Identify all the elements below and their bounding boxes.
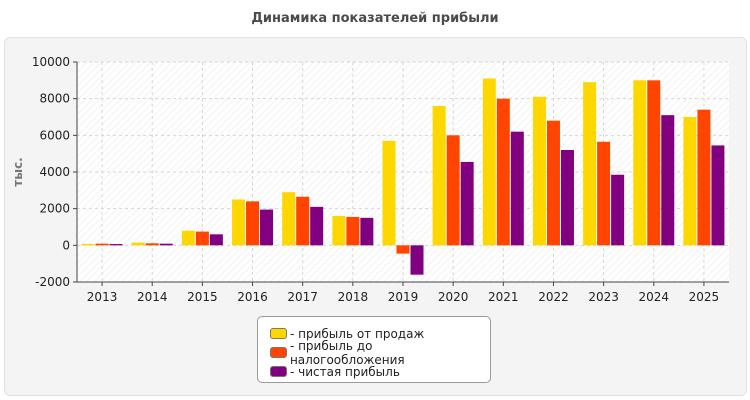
chart-legend: - прибыль от продаж - прибыль до налогоо…	[257, 316, 491, 383]
bar-2-2013	[95, 243, 109, 246]
bar-3-2020	[460, 161, 474, 246]
legend-item-pretax-profit: - прибыль до налогообложения	[270, 339, 490, 367]
bar-3-2022	[560, 150, 574, 246]
x-tick-label: 2017	[287, 290, 318, 304]
bar-1-2022	[532, 96, 546, 246]
bar-2-2021	[496, 98, 510, 246]
bar-2-2018	[346, 216, 360, 246]
bar-2-2014	[145, 243, 159, 246]
y-tick-label: 0	[62, 238, 70, 252]
y-tick-label: -2000	[35, 275, 70, 289]
legend-label-pretax-profit: - прибыль до налогообложения	[289, 338, 405, 367]
x-tick-label: 2014	[137, 290, 168, 304]
bar-1-2016	[232, 199, 246, 246]
bar-2-2024	[647, 80, 661, 246]
x-tick-label: 2016	[237, 290, 268, 304]
bar-1-2021	[482, 78, 496, 246]
y-tick-label: 6000	[39, 128, 70, 142]
legend-swatch-net-profit	[270, 366, 287, 377]
bar-1-2015	[181, 230, 195, 246]
x-tick-label: 2025	[689, 290, 720, 304]
bar-2-2019	[396, 245, 410, 254]
bar-2-2017	[296, 196, 310, 246]
bar-1-2023	[583, 82, 597, 246]
legend-swatch-pretax-profit	[270, 347, 287, 358]
x-tick-label: 2020	[438, 290, 469, 304]
bar-3-2015	[209, 234, 223, 246]
bar-3-2017	[310, 206, 324, 246]
y-axis-label: тыс.	[11, 157, 25, 186]
bar-3-2019	[410, 245, 424, 275]
legend-item-sales-profit: - прибыль от продаж	[270, 324, 490, 343]
x-tick-label: 2024	[638, 290, 669, 304]
bar-1-2017	[282, 192, 296, 246]
bar-3-2018	[360, 217, 374, 246]
x-tick-label: 2019	[388, 290, 419, 304]
bar-2-2020	[446, 135, 460, 246]
x-tick-label: 2022	[538, 290, 569, 304]
bar-3-2016	[260, 209, 274, 246]
bar-2-2015	[195, 231, 209, 246]
bar-1-2020	[432, 106, 446, 246]
bar-2-2025	[697, 109, 711, 246]
y-tick-label: 2000	[39, 202, 70, 216]
bar-3-2013	[109, 244, 123, 246]
bar-1-2024	[633, 80, 647, 246]
bar-3-2025	[711, 145, 725, 246]
legend-label-sales-profit: - прибыль от продаж	[290, 326, 425, 341]
bar-2-2022	[546, 120, 560, 246]
legend-swatch-sales-profit	[270, 328, 287, 339]
bar-1-2025	[683, 117, 697, 246]
bar-3-2014	[159, 243, 173, 246]
x-tick-label: 2023	[588, 290, 619, 304]
bar-2-2016	[246, 201, 260, 246]
y-tick-label: 10000	[32, 55, 70, 69]
x-tick-label: 2013	[87, 290, 118, 304]
legend-label-net-profit: - чистая прибыль	[290, 364, 400, 379]
bar-3-2023	[611, 174, 625, 246]
bar-2-2023	[597, 141, 611, 246]
y-tick-label: 8000	[39, 92, 70, 106]
chart-title: Динамика показателей прибыли	[251, 11, 499, 26]
bar-1-2019	[382, 140, 396, 246]
bar-3-2024	[661, 115, 675, 246]
x-tick-label: 2021	[488, 290, 519, 304]
bar-3-2021	[510, 131, 524, 246]
y-tick-label: 4000	[39, 165, 70, 179]
bar-1-2014	[131, 242, 145, 246]
x-tick-label: 2015	[187, 290, 218, 304]
bar-1-2013	[81, 243, 95, 246]
legend-item-net-profit: - чистая прибыль	[270, 362, 490, 381]
bar-1-2018	[332, 216, 346, 246]
x-tick-label: 2018	[338, 290, 369, 304]
